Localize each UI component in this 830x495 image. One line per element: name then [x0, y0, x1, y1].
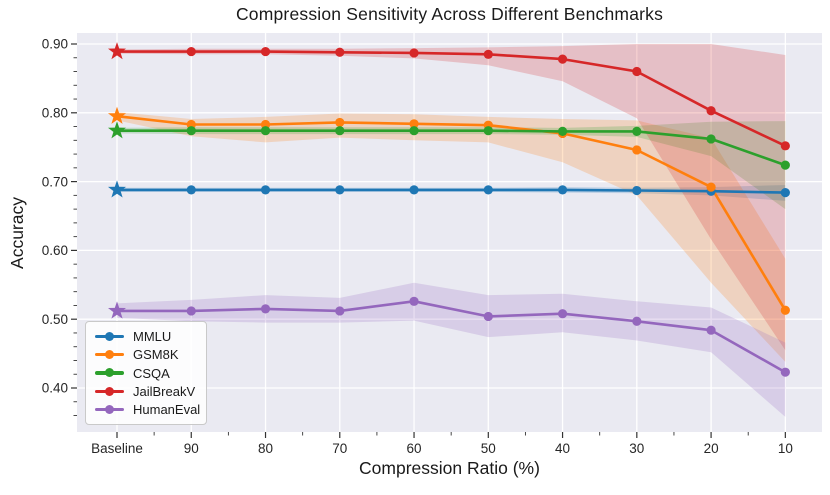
- legend-label: HumanEval: [133, 402, 201, 417]
- data-point-humaneval: [632, 316, 642, 326]
- legend-marker-icon: [95, 350, 124, 360]
- data-point-csqa: [335, 126, 345, 136]
- chart-title: Compression Sensitivity Across Different…: [235, 4, 664, 24]
- data-point-jailbreakv: [557, 54, 568, 64]
- data-point-gsm8k: [632, 145, 642, 155]
- confidence-band-jailbreakv: [117, 44, 786, 351]
- legend-dot-icon: [105, 386, 114, 396]
- y-tick-label: 0.50: [42, 312, 68, 327]
- data-point-mmlu: [632, 185, 642, 196]
- series-line-humaneval: [117, 299, 786, 374]
- y-tick-label: 0.90: [42, 37, 68, 52]
- confidence-band-humaneval: [117, 282, 786, 417]
- x-axis-label: Compression Ratio (%): [359, 458, 540, 478]
- legend-marker-icon: [95, 386, 124, 396]
- data-point-mmlu: [186, 185, 196, 195]
- legend-label: MMLU: [133, 329, 172, 344]
- data-point-humaneval: [186, 306, 196, 316]
- data-point-jailbreakv: [335, 47, 345, 57]
- baseline-star-marker-mmlu: [108, 180, 126, 198]
- legend-item-humaneval: HumanEval: [95, 401, 201, 418]
- data-point-csqa: [557, 126, 568, 136]
- legend-item-mmlu: MMLU: [95, 328, 198, 345]
- legend-dot-icon: [105, 350, 114, 360]
- data-point-csqa: [632, 126, 642, 136]
- confidence-band-gsm8k: [117, 112, 786, 362]
- data-point-humaneval: [335, 306, 345, 316]
- legend-dot-icon: [105, 404, 114, 414]
- data-point-csqa: [260, 126, 271, 136]
- data-point-jailbreakv: [483, 49, 493, 59]
- legend-label: JailBreakV: [133, 383, 196, 399]
- x-tick-label: 70: [332, 441, 347, 456]
- data-point-jailbreakv: [706, 106, 716, 116]
- x-tick-label: 40: [555, 441, 570, 456]
- series-line-csqa: [117, 129, 786, 167]
- data-point-mmlu: [557, 185, 568, 195]
- data-point-humaneval: [260, 304, 271, 314]
- legend-marker-icon: [95, 331, 124, 341]
- x-tick-label: 90: [184, 441, 199, 456]
- data-point-jailbreakv: [780, 141, 790, 151]
- y-tick-label: 0.60: [42, 243, 68, 258]
- data-point-gsm8k: [409, 119, 419, 129]
- data-point-gsm8k: [706, 182, 716, 192]
- data-point-jailbreakv: [632, 66, 642, 77]
- y-tick-label: 0.70: [42, 174, 68, 189]
- baseline-star-marker-gsm8k: [108, 106, 126, 124]
- x-tick-label: 50: [481, 441, 496, 456]
- series-line-gsm8k: [116, 114, 787, 311]
- data-point-gsm8k: [335, 117, 345, 128]
- x-tick-label: 30: [629, 441, 644, 456]
- data-point-mmlu: [260, 185, 271, 195]
- baseline-star-marker-csqa: [108, 121, 126, 139]
- data-point-humaneval: [557, 309, 568, 319]
- y-tick-label: 0.40: [42, 381, 68, 396]
- data-point-csqa: [409, 126, 419, 136]
- data-point-humaneval: [706, 325, 716, 335]
- x-tick-label: 80: [258, 441, 273, 456]
- data-point-jailbreakv: [260, 46, 271, 57]
- x-tick-label: 60: [407, 441, 422, 456]
- data-point-humaneval: [780, 367, 790, 377]
- x-tick-label: 20: [704, 441, 719, 456]
- data-point-jailbreakv: [409, 48, 419, 58]
- data-point-mmlu: [780, 188, 790, 198]
- legend-item-csqa: CSQA: [95, 365, 198, 382]
- x-tick-label: Baseline: [91, 441, 143, 456]
- legend-label: GSM8K: [133, 347, 179, 363]
- series-line-jailbreakv: [117, 50, 786, 147]
- data-point-csqa: [483, 126, 493, 136]
- series-line-mmlu: [117, 188, 786, 194]
- legend-marker-icon: [95, 368, 124, 378]
- data-point-csqa: [186, 126, 196, 136]
- data-point-humaneval: [483, 311, 493, 322]
- baseline-star-marker-jailbreakv: [108, 42, 126, 60]
- legend-marker-icon: [95, 404, 124, 414]
- data-point-mmlu: [483, 185, 493, 195]
- data-point-mmlu: [335, 185, 345, 195]
- legend: MMLU GSM8K CSQA JailBreakV HumanEval: [85, 321, 207, 425]
- legend-label: CSQA: [133, 365, 170, 381]
- y-tick-label: 0.80: [42, 106, 68, 121]
- data-point-mmlu: [409, 185, 419, 195]
- data-point-csqa: [706, 134, 716, 144]
- data-point-gsm8k: [780, 305, 790, 315]
- legend-item-gsm8k: GSM8K: [95, 346, 198, 363]
- legend-item-jailbreakv: JailBreakV: [95, 383, 198, 400]
- legend-dot-icon: [105, 331, 114, 341]
- x-tick-label: 10: [778, 441, 793, 456]
- data-point-humaneval: [409, 296, 419, 306]
- baseline-star-marker-humaneval: [108, 301, 126, 319]
- data-point-csqa: [780, 160, 790, 170]
- data-point-jailbreakv: [186, 46, 196, 57]
- legend-dot-icon: [105, 368, 114, 378]
